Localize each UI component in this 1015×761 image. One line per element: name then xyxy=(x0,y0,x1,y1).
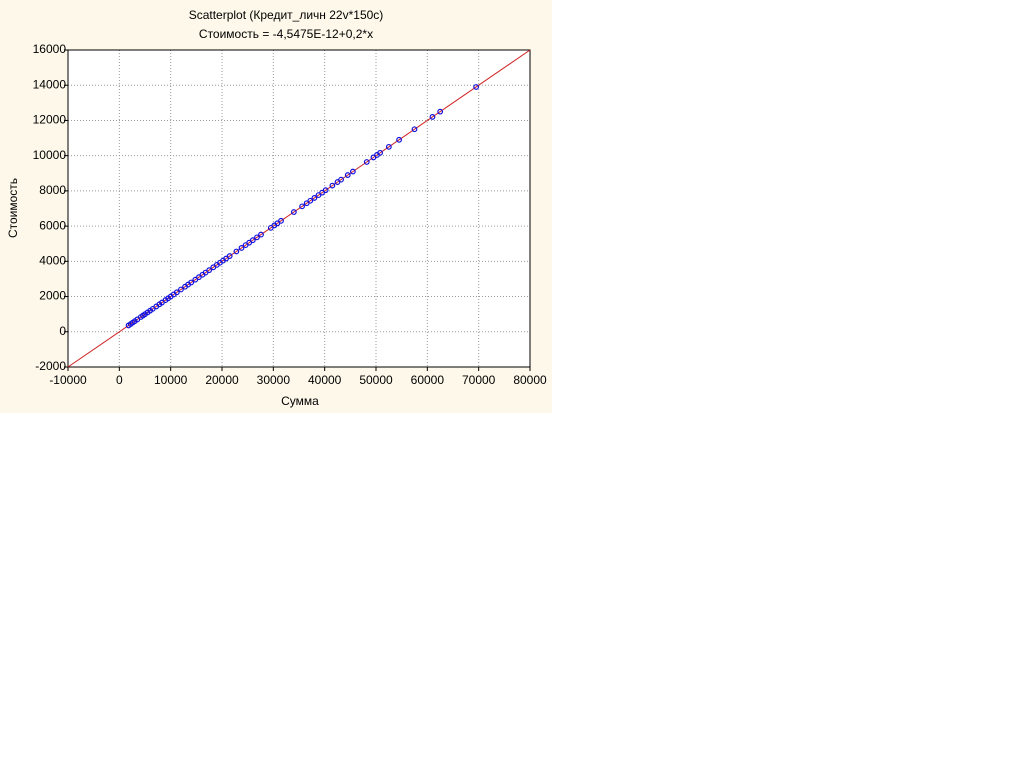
y-axis-title: Стоимость xyxy=(6,178,20,238)
x-tick-label: 40000 xyxy=(308,373,342,387)
x-tick-label: -10000 xyxy=(49,373,87,387)
point xyxy=(338,176,344,183)
y-tick-label: 0 xyxy=(59,324,66,338)
y-tick-label: 16000 xyxy=(33,42,67,56)
point xyxy=(278,217,284,224)
point xyxy=(188,279,195,286)
point xyxy=(411,126,418,133)
x-tick-label: 30000 xyxy=(257,373,291,387)
point xyxy=(307,197,314,204)
point xyxy=(344,172,351,178)
point xyxy=(290,209,297,215)
point xyxy=(173,289,180,296)
point xyxy=(429,114,436,120)
point xyxy=(322,187,329,194)
y-tick-label: 12000 xyxy=(33,113,67,127)
chart-subtitle: Стоимость = -4,5475E-12+0,2*x xyxy=(199,27,373,41)
x-tick-label: 20000 xyxy=(205,373,239,387)
y-tick-label: 6000 xyxy=(39,218,66,232)
y-tick-label: 2000 xyxy=(39,289,66,303)
x-tick-label: 10000 xyxy=(154,373,188,387)
point xyxy=(299,203,305,210)
point xyxy=(385,143,392,150)
y-tick-label: -2000 xyxy=(35,359,66,373)
y-tick-label: 14000 xyxy=(33,77,67,91)
point xyxy=(238,245,245,251)
point xyxy=(437,108,444,115)
point xyxy=(329,182,336,189)
point xyxy=(377,149,384,156)
y-tick-label: 4000 xyxy=(39,254,66,268)
x-tick-label: 80000 xyxy=(513,373,547,387)
y-tick-label: 8000 xyxy=(39,183,66,197)
point xyxy=(206,267,213,274)
point xyxy=(258,231,264,238)
point xyxy=(363,159,370,165)
point xyxy=(226,253,233,259)
x-tick-label: 0 xyxy=(116,373,123,387)
x-tick-label: 50000 xyxy=(359,373,393,387)
point xyxy=(249,237,256,244)
x-tick-label: 70000 xyxy=(462,373,496,387)
y-tick-label: 10000 xyxy=(33,148,67,162)
point xyxy=(350,168,356,175)
point xyxy=(254,234,260,241)
point xyxy=(233,248,240,255)
point xyxy=(311,195,318,201)
x-axis-title: Сумма xyxy=(281,394,319,408)
point xyxy=(473,84,480,90)
point xyxy=(178,286,184,293)
chart-title: Scatterplot (Кредит_личн 22v*150c) xyxy=(189,8,384,22)
point xyxy=(396,136,403,143)
x-tick-label: 60000 xyxy=(411,373,445,387)
plot-frame xyxy=(67,49,531,368)
